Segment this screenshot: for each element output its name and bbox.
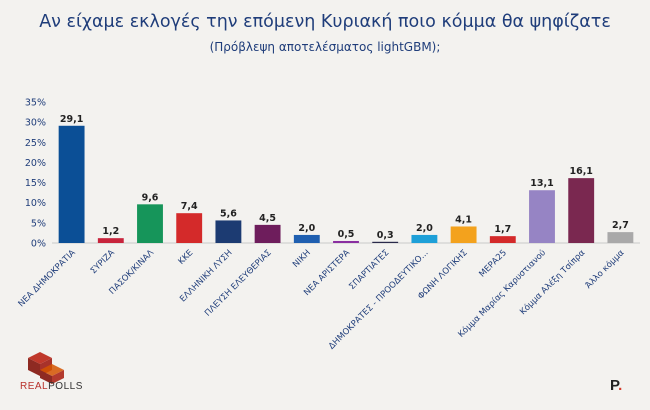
chart-subtitle: (Πρόβλεψη αποτελέσματος lightGBM); — [209, 40, 441, 54]
y-tick-label: 30% — [25, 118, 46, 129]
bar — [607, 232, 634, 243]
bar — [529, 190, 555, 243]
data-label: 9,6 — [142, 192, 159, 203]
bar — [489, 236, 516, 243]
x-tick-label: ΝΕΑ ΔΗΜΟΚΡΑΤΙΑ — [17, 248, 78, 309]
y-tick-label: 15% — [25, 178, 46, 189]
y-tick-label: 20% — [25, 158, 46, 169]
data-label: 7,4 — [181, 201, 198, 212]
data-label: 2,0 — [298, 223, 315, 234]
y-tick-label: 10% — [25, 198, 46, 209]
y-tick-label: 0% — [31, 239, 46, 250]
logo-real: REAL — [20, 381, 49, 392]
x-tick-label: ΝΙΚΗ — [291, 248, 313, 270]
bar — [58, 125, 85, 243]
bar — [254, 224, 281, 243]
data-label: 13,1 — [530, 178, 553, 189]
bar — [215, 220, 242, 243]
data-label: 2,0 — [416, 223, 433, 234]
data-label: 0,3 — [377, 230, 394, 241]
bar — [176, 213, 203, 243]
y-tick-label: 25% — [25, 138, 46, 149]
x-tick-label: ΚΚΕ — [177, 248, 196, 267]
bar — [293, 234, 320, 243]
x-tick-label: ΜΕΡΑ25 — [477, 248, 508, 279]
data-label: 0,5 — [338, 229, 355, 240]
chart-title: Αν είχαμε εκλογές την επόμενη Κυριακή πο… — [39, 12, 611, 32]
x-tick-label: Άλλο κόμμα — [583, 247, 627, 291]
data-label: 1,2 — [102, 226, 119, 237]
realpolls-logo-icon — [28, 352, 64, 384]
p-mark: P — [610, 377, 619, 394]
data-label: 4,1 — [455, 214, 472, 225]
bar — [333, 240, 359, 243]
data-label: 4,5 — [259, 213, 276, 224]
bar — [568, 178, 595, 243]
bar — [97, 238, 124, 243]
p-logo-icon: P. — [610, 377, 622, 394]
bar — [450, 226, 477, 243]
x-tick-label: ΣΥΡΙΖΑ — [89, 248, 117, 276]
logo-polls: POLLS — [48, 381, 83, 392]
y-tick-label: 5% — [31, 218, 46, 229]
data-label: 2,7 — [612, 220, 629, 231]
x-tick-label: Κόμμα Αλέξη Τσίπρα — [517, 247, 587, 317]
data-label: 29,1 — [60, 114, 83, 125]
bar — [411, 234, 438, 243]
bar — [372, 241, 399, 243]
data-label: 1,7 — [494, 224, 511, 235]
data-label: 16,1 — [569, 166, 592, 177]
x-tick-label: ΠΛΕΥΣΗ ΕΛΕΥΘΕΡΙΑΣ — [203, 248, 274, 319]
data-label: 5,6 — [220, 208, 237, 219]
bar — [137, 204, 163, 243]
realpolls-logo-text: REALPOLLS — [20, 381, 83, 392]
p-dot: . — [618, 377, 623, 394]
y-tick-label: 35% — [25, 98, 46, 109]
